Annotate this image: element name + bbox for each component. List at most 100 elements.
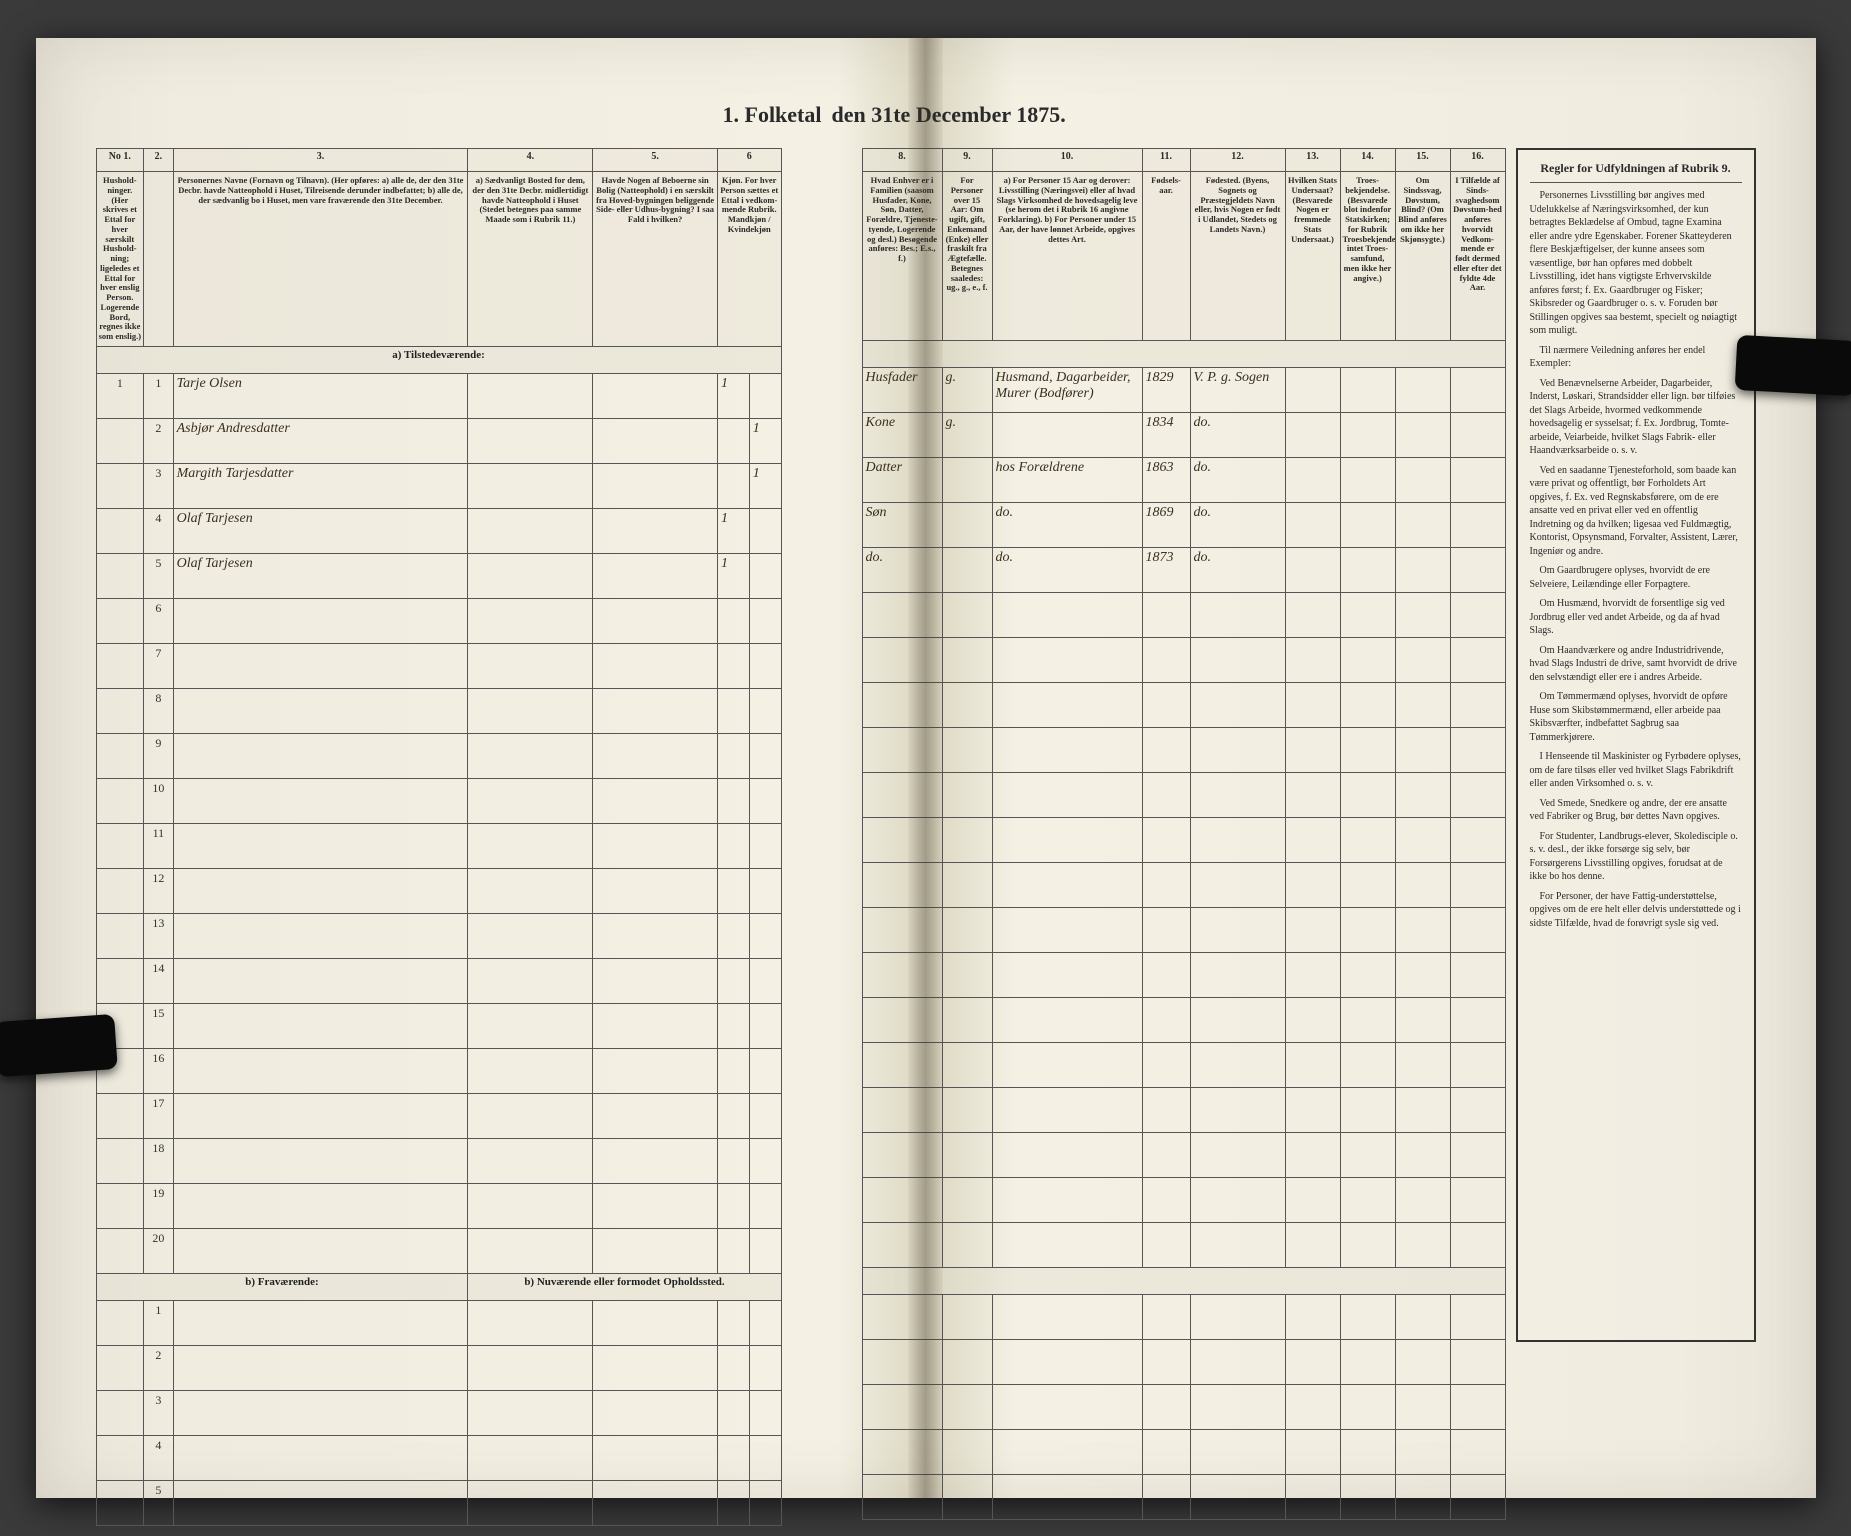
cell	[1142, 1178, 1190, 1223]
cell: 1	[717, 554, 749, 599]
colh-10: a) For Personer 15 Aar og derover: Livss…	[992, 172, 1142, 341]
cell	[593, 554, 718, 599]
cell	[862, 818, 942, 863]
cell	[992, 773, 1142, 818]
cell	[942, 728, 992, 773]
cell	[717, 464, 749, 509]
cell	[1190, 1088, 1285, 1133]
cell: 16	[144, 1049, 173, 1094]
cell	[1450, 953, 1505, 998]
rules-paragraph: Om Tømmermænd oplyses, hvorvidt de opfør…	[1530, 690, 1742, 744]
cell	[1142, 953, 1190, 998]
cell	[1142, 1223, 1190, 1268]
table-row	[862, 1223, 1505, 1268]
cell	[1450, 728, 1505, 773]
cell	[1340, 908, 1395, 953]
cell: 15	[144, 1004, 173, 1049]
rules-paragraph: For Personer, der have Fattig-understøtt…	[1530, 890, 1742, 931]
cell	[1190, 638, 1285, 683]
cell	[96, 1184, 144, 1229]
cell	[749, 779, 781, 824]
cell	[1142, 818, 1190, 863]
title-right: den 31te December 1875.	[822, 102, 1826, 128]
colh-3: Personernes Navne (Fornavn og Tilnavn). …	[173, 172, 468, 347]
cell	[1450, 908, 1505, 953]
cell: hos Forældrene	[992, 458, 1142, 503]
table-row	[862, 593, 1505, 638]
cell	[1190, 1223, 1285, 1268]
cell	[1340, 773, 1395, 818]
cell: 1	[96, 374, 144, 419]
cell	[593, 419, 718, 464]
rules-paragraph: I Henseende til Maskinister og Fyrbødere…	[1530, 750, 1742, 791]
cell	[468, 509, 593, 554]
cell	[1450, 773, 1505, 818]
table-row	[862, 1178, 1505, 1223]
cell	[468, 779, 593, 824]
cell	[96, 509, 144, 554]
cell	[1285, 638, 1340, 683]
cell	[173, 824, 468, 869]
cell	[173, 959, 468, 1004]
cell	[992, 1385, 1142, 1430]
cell	[1395, 1088, 1450, 1133]
cell	[96, 1481, 144, 1526]
cell	[1340, 1043, 1395, 1088]
cell	[1395, 1340, 1450, 1385]
cell	[717, 1049, 749, 1094]
table-row: 15	[96, 1004, 781, 1049]
cell	[749, 1301, 781, 1346]
cell	[96, 464, 144, 509]
coln-8: 8.	[862, 149, 942, 172]
cell	[1395, 1295, 1450, 1340]
cell	[1395, 863, 1450, 908]
cell	[1285, 998, 1340, 1043]
rules-title: Regler for Udfyldningen af Rubrik 9.	[1530, 160, 1742, 183]
cell	[1190, 1475, 1285, 1520]
table-row: 11Tarje Olsen1	[96, 374, 781, 419]
cell: 17	[144, 1094, 173, 1139]
cell	[96, 1391, 144, 1436]
cell	[173, 1436, 468, 1481]
cell: 19	[144, 1184, 173, 1229]
colh-16: I Tilfælde af Sinds-svaghedsom Døvstum-h…	[1450, 172, 1505, 341]
cell	[942, 1178, 992, 1223]
cell	[717, 419, 749, 464]
cell	[1450, 1430, 1505, 1475]
cell	[1285, 818, 1340, 863]
cell	[992, 1178, 1142, 1223]
cell	[749, 1004, 781, 1049]
col-numbers-left: No 1. 2. 3. 4. 5. 6	[96, 149, 781, 172]
binder-clip-right	[1734, 335, 1851, 396]
col-headers-right: Hvad Enhver er i Familien (saasom Husfad…	[862, 172, 1505, 341]
coln-5: 5.	[593, 149, 718, 172]
cell	[992, 413, 1142, 458]
cell	[1142, 638, 1190, 683]
cell	[942, 593, 992, 638]
cell	[593, 374, 718, 419]
table-row: 11	[96, 824, 781, 869]
cell	[942, 818, 992, 863]
table-row: 7	[96, 644, 781, 689]
cell	[749, 1229, 781, 1274]
cell	[1395, 728, 1450, 773]
cell	[96, 1436, 144, 1481]
cell	[749, 689, 781, 734]
cell	[717, 869, 749, 914]
table-row	[862, 728, 1505, 773]
cell	[862, 1043, 942, 1088]
cell	[749, 1184, 781, 1229]
cell	[992, 1430, 1142, 1475]
cell	[1190, 953, 1285, 998]
cell	[593, 1139, 718, 1184]
cell	[862, 683, 942, 728]
cell	[717, 1094, 749, 1139]
table-row: 2	[96, 1346, 781, 1391]
cell	[1142, 863, 1190, 908]
table-row	[862, 908, 1505, 953]
cell	[1395, 818, 1450, 863]
cell: 1873	[1142, 548, 1190, 593]
cell	[942, 1133, 992, 1178]
cell: Asbjør Andresdatter	[173, 419, 468, 464]
cell	[1450, 1295, 1505, 1340]
